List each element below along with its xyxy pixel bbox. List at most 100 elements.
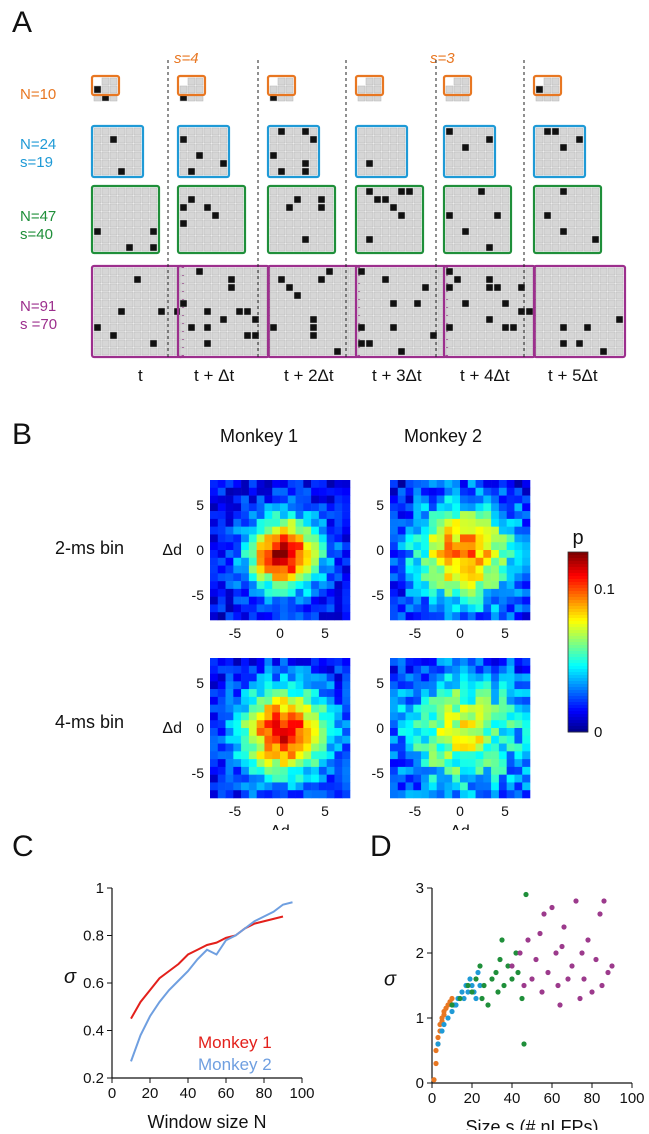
heatmap — [390, 480, 531, 621]
scatter-point — [497, 956, 503, 963]
scatter-point — [435, 1041, 441, 1047]
electrode-grid — [442, 264, 537, 359]
scatter-point — [557, 1002, 563, 1008]
panel-b-heatmaps: 5 0 -5 -5 0 5 Δd 5 0 -5 -5 0 5 5 0 -5 -5 0 5 Δd Δd 5 0 -5 -5 0 5 Δd… — [162, 480, 615, 830]
heatmap-ytick: -5 — [192, 587, 205, 603]
monkey2-col-label: Monkey 2 — [404, 426, 483, 446]
scatter-point — [521, 982, 527, 989]
scatter-point — [461, 995, 467, 1002]
heatmap-xtick: 0 — [276, 803, 284, 819]
electrode-grid — [442, 184, 513, 255]
scatter-point — [465, 982, 471, 989]
scatter-point — [539, 989, 545, 995]
y-tick-label: 0 — [416, 1075, 424, 1092]
heatmap-xlabel: Δd — [270, 823, 290, 830]
time-label-5: t + 5Δt — [548, 366, 598, 385]
scatter-point — [431, 1077, 437, 1083]
heatmap-xtick: 5 — [321, 625, 329, 641]
electrode-grid — [532, 264, 627, 359]
time-label-2: t + 2Δt — [284, 366, 334, 385]
heatmap-ytick: -5 — [372, 587, 385, 603]
series-line — [130, 915, 284, 1020]
heatmap-xtick: -5 — [409, 625, 422, 641]
scatter-point — [569, 963, 575, 969]
heatmap-ytick: -5 — [192, 765, 205, 781]
x-tick-label: 0 — [108, 1085, 116, 1102]
heatmap-ytick: 5 — [196, 675, 204, 691]
heatmap-xtick: -5 — [229, 625, 242, 641]
s-top-left-label: s=4 — [174, 50, 199, 67]
scatter-point — [439, 1028, 445, 1034]
scatter-point — [493, 969, 499, 976]
electrode-grid — [354, 124, 409, 179]
heatmap — [210, 658, 351, 799]
electrode-grid — [266, 184, 337, 255]
heatmap-ytick: 5 — [196, 497, 204, 513]
scatter-point — [605, 969, 611, 976]
time-label-1: t + Δt — [194, 366, 235, 385]
row-n47-label: N=47 s=40 — [20, 208, 57, 243]
scatter-point — [523, 891, 529, 898]
heatmap — [210, 480, 351, 621]
electrode-grid — [266, 264, 361, 359]
heatmap-xtick: -5 — [409, 803, 422, 819]
electrode-grid — [266, 124, 321, 179]
scatter-point — [609, 963, 615, 969]
scatter-point — [553, 950, 559, 956]
electrode-grid — [354, 184, 425, 255]
scatter-point — [495, 989, 501, 995]
scatter-point — [433, 1060, 439, 1067]
panel-letter-d: D — [370, 830, 392, 863]
chart-c: 0 20 40 60 80 100 0.2 0.4 0.6 0.8 1 Window size N σ M… — [64, 880, 315, 1130]
scatter-point — [433, 1047, 439, 1054]
electrode-grid — [176, 264, 271, 359]
legend-entry: Monkey 2 — [198, 1055, 272, 1074]
colorbar — [567, 551, 589, 733]
panel-letter-c: C — [12, 830, 34, 863]
x-tick-label: 0 — [428, 1090, 436, 1107]
electrode-grid — [176, 124, 231, 179]
scatter-point — [561, 924, 567, 930]
y-tick-label: 3 — [416, 880, 424, 897]
row-n91-label: N=91 s =70 — [20, 298, 58, 333]
row-n24-label: N=24 s=19 — [20, 136, 57, 171]
electrode-grid — [532, 124, 587, 179]
electrode-grid — [176, 74, 207, 102]
electrode-grid — [442, 74, 473, 102]
colorbar-tick: 0.1 — [594, 581, 615, 598]
scatter-point — [465, 989, 471, 995]
scatter-point — [599, 982, 605, 989]
scatter-point — [601, 898, 607, 904]
bin4-row-label: 4-ms bin — [55, 712, 125, 732]
x-tick-label: 80 — [256, 1085, 273, 1102]
heatmap-ytick: 5 — [376, 497, 384, 513]
electrode-grid — [90, 184, 161, 255]
scatter-point — [485, 1002, 491, 1008]
x-tick-label: 20 — [464, 1090, 481, 1107]
scatter-point — [579, 950, 585, 956]
x-tick-label: 100 — [289, 1085, 314, 1102]
heatmap-ytick: 0 — [376, 720, 384, 736]
scatter-point — [509, 963, 515, 969]
y-tick-label: 2 — [416, 945, 424, 962]
x-tick-label: 60 — [218, 1085, 235, 1102]
scatter-point — [517, 950, 523, 956]
panel-a-grids — [90, 60, 627, 360]
scatter-point — [435, 1034, 441, 1041]
x-tick-label: 40 — [180, 1085, 197, 1102]
monkey1-col-label: Monkey 1 — [220, 426, 299, 446]
scatter-point — [489, 976, 495, 982]
scatter-point — [541, 911, 547, 917]
scatter-point — [477, 963, 483, 969]
heatmap-ytick: 0 — [196, 542, 204, 558]
scatter-point — [459, 989, 465, 995]
scatter-point — [449, 1008, 455, 1015]
time-label-4: t + 4Δt — [460, 366, 510, 385]
panel-letter-a: A — [12, 6, 33, 39]
scatter-point — [537, 930, 543, 937]
scatter-point — [509, 976, 515, 982]
heatmap-xtick: 5 — [501, 625, 509, 641]
scatter-point — [597, 911, 603, 917]
chart-d: 0 20 40 60 80 100 0 1 2 3 Size s (# nLFPs) σ — [384, 880, 645, 1130]
legend-entry: Monkey 1 — [198, 1033, 272, 1052]
